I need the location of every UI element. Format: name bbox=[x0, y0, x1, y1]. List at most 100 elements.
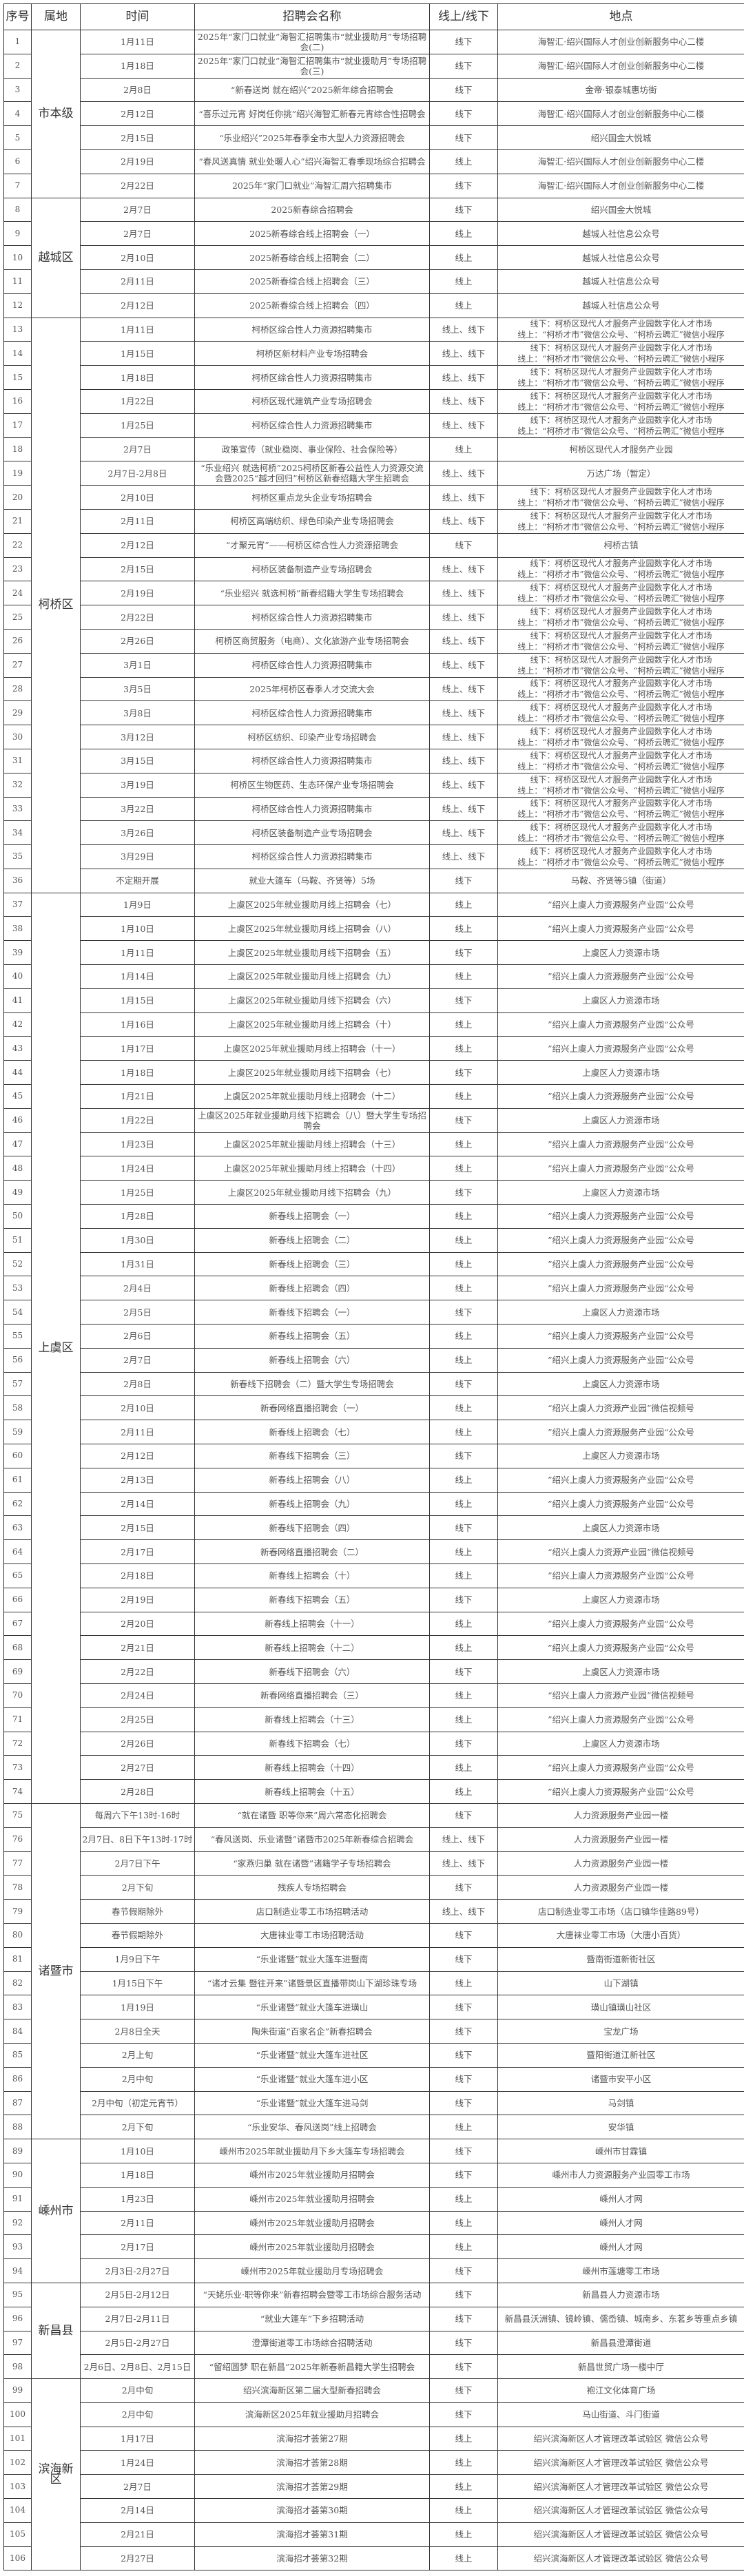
table-row: 103 2月7日 滨海招才荟第29期 线上 绍兴滨海新区人才管理改革试验区 微信公众号 bbox=[3, 2474, 744, 2500]
cell-mode: 线上 bbox=[429, 2498, 498, 2523]
header-region: 属地 bbox=[31, 3, 81, 30]
cell-time: 2月下旬 bbox=[80, 2115, 195, 2140]
header-event-name: 招聘会名称 bbox=[194, 3, 430, 30]
cell-location: 线下：柯桥区现代人才服务产业园数字化人才市场 线上：“柯桥才市”微信公众号、“柯… bbox=[497, 725, 744, 749]
cell-mode: 线下 bbox=[429, 940, 498, 966]
cell-event-name: “天姥乐业·职等你来”新春招聘会暨零工市场综合服务活动 bbox=[194, 2282, 430, 2307]
table-row: 94 2月3日-2月27日 嵊州市2025年就业援助月专场招聘会 线下 嵊州市莲塘零工市… bbox=[3, 2258, 744, 2283]
table-row: 58 2月10日 新春网络直播招聘会（一） 线上 “绍兴上虞人力资源产业园”微信视频号 bbox=[3, 1395, 744, 1421]
cell-event-name: 新春线上招聘会（六） bbox=[194, 1347, 430, 1373]
cell-time: 1月22日 bbox=[80, 1108, 195, 1133]
cell-mode: 线上 bbox=[429, 1132, 498, 1157]
cell-location: 金帝·银泰城惠坊街 bbox=[497, 77, 744, 103]
cell-mode: 线上 bbox=[429, 1683, 498, 1708]
table-row: 78 2月下旬 残疾人专场招聘会 线下 人力资源服务产业园一楼 bbox=[3, 1875, 744, 1900]
cell-time: 2月5日 bbox=[80, 1300, 195, 1325]
cell-location: 线下：柯桥区现代人才服务产业园数字化人才市场 线上：“柯桥才市”微信公众号、“柯… bbox=[497, 652, 744, 678]
cell-event-name: 新春线上招聘会（七） bbox=[194, 1420, 430, 1445]
cell-event-name: 新春网络直播招聘会（一） bbox=[194, 1395, 430, 1421]
cell-location: 线下：柯桥区现代人才服务产业园数字化人才市场 线上：“柯桥才市”微信公众号、“柯… bbox=[497, 605, 744, 630]
table-row: 86 2月中旬 “乐业诸暨”就业大篷车进小区 线下 诸暨市安平小区 bbox=[3, 2066, 744, 2092]
cell-event-name: 柯桥区综合性人力资源招聘集市 bbox=[194, 317, 430, 342]
cell-location: 海智汇·绍兴国际人才创业创新服务中心二楼 bbox=[497, 101, 744, 127]
cell-number: 57 bbox=[3, 1371, 32, 1397]
table-row: 72 2月26日 新春线下招聘会（七） 线下 上虞区人力资源市场 bbox=[3, 1731, 744, 1756]
cell-mode: 线下 bbox=[429, 2378, 498, 2403]
table-row: 99 滨海新区 2月中旬 绍兴滨海新区第二届大型新春招聘会 线下 袍江文化体育广场 bbox=[3, 2378, 744, 2571]
cell-mode: 线上 bbox=[429, 1324, 498, 1349]
cell-event-name: “留绍圆梦 职在新昌”2025年新春新昌籍大学生招聘会 bbox=[194, 2354, 430, 2380]
cell-location: 上虞区人力资源市场 bbox=[497, 1180, 744, 1205]
cell-location: 嵊州市人力资源服务产业园零工市场 bbox=[497, 2162, 744, 2188]
cell-event-name: 店口制造业零工市场招聘活动 bbox=[194, 1899, 430, 1924]
cell-time: 3月15日 bbox=[80, 748, 195, 773]
cell-location: 嵊州人才网 bbox=[497, 2234, 744, 2260]
cell-time: 3月19日 bbox=[80, 772, 195, 798]
cell-mode: 线上、线下 bbox=[429, 700, 498, 726]
cell-number: 96 bbox=[3, 2306, 32, 2331]
cell-number: 74 bbox=[3, 1779, 32, 1804]
cell-event-name: 柯桥区综合性人力资源招聘集市 bbox=[194, 365, 430, 390]
cell-time: 2月10日 bbox=[80, 245, 195, 270]
cell-mode: 线下 bbox=[429, 1371, 498, 1397]
cell-event-name: 上虞区2025年就业援助月线下招聘会（五） bbox=[194, 940, 430, 966]
cell-time: 2月19日 bbox=[80, 1587, 195, 1612]
cell-time: 2月22日 bbox=[80, 173, 195, 198]
cell-location: ”绍兴上虞人力资源服务产业园“公众号 bbox=[497, 1611, 744, 1637]
cell-location: 线下：柯桥区现代人才服务产业园数字化人才市场 线上：“柯桥才市”微信公众号、“柯… bbox=[497, 341, 744, 366]
cell-number: 15 bbox=[3, 365, 32, 390]
header-number: 序号 bbox=[3, 3, 32, 30]
table-row: 22 2月12日 “才聚元宵”——柯桥区综合性人力资源招聘会 线下 柯桥古镇 bbox=[3, 532, 744, 558]
cell-time: 1月15日下午 bbox=[80, 1971, 195, 1996]
cell-time: 1月18日 bbox=[80, 1060, 195, 1086]
cell-number: 53 bbox=[3, 1276, 32, 1301]
cell-time: 2月7日 bbox=[80, 2474, 195, 2500]
cell-number: 4 bbox=[3, 101, 32, 127]
table-row: 65 2月18日 新春线上招聘会（十） 线上 ”绍兴上虞人力资源服务产业园“公众号 bbox=[3, 1564, 744, 1588]
cell-location: 新昌世贸广场一楼中厅 bbox=[497, 2354, 744, 2380]
cell-location: ”绍兴上虞人力资源服务产业园“公众号 bbox=[497, 1707, 744, 1732]
table-row: 64 2月17日 新春网络直播招聘会（二） 线上 “绍兴上虞人力资源产业园”微信视频号 bbox=[3, 1539, 744, 1564]
cell-location: 海智汇·绍兴国际人才创业创新服务中心二楼 bbox=[497, 173, 744, 198]
cell-event-name: 柯桥区高端纺织、绿色印染产业专场招聘会 bbox=[194, 508, 430, 534]
cell-event-name: 新春线上招聘会（十三） bbox=[194, 1707, 430, 1732]
cell-event-name: 新春线上招聘会（五） bbox=[194, 1324, 430, 1349]
cell-time: 2月21日 bbox=[80, 2522, 195, 2547]
table-row: 60 2月12日 新春线下招聘会（三） 线下 上虞区人力资源市场 bbox=[3, 1444, 744, 1468]
table-row: 31 3月15日 柯桥区综合性人力资源招聘集市 线上、线下 线下：柯桥区现代人才服务产业… bbox=[3, 748, 744, 773]
table-row: 40 1月14日 上虞区2025年就业援助月线上招聘会（九） 线上 ”绍兴上虞人力资源服… bbox=[3, 964, 744, 989]
cell-mode: 线下 bbox=[429, 1803, 498, 1828]
cell-number: 7 bbox=[3, 173, 32, 198]
table-row: 2 1月18日 2025年“家门口就业”海智汇招聘集市“就业援助月”专场招聘会(三)… bbox=[3, 53, 744, 79]
cell-event-name: 柯桥区综合性人力资源招聘集市 bbox=[194, 413, 430, 438]
cell-time: 2月27日 bbox=[80, 1755, 195, 1780]
cell-time: 3月12日 bbox=[80, 725, 195, 749]
cell-mode: 线下 bbox=[429, 101, 498, 127]
cell-number: 45 bbox=[3, 1084, 32, 1109]
cell-mode: 线上、线下 bbox=[429, 508, 498, 534]
table-row: 59 2月11日 新春线上招聘会（七） 线上 ”绍兴上虞人力资源服务产业园“公众号 bbox=[3, 1420, 744, 1445]
cell-time: 1月28日 bbox=[80, 1204, 195, 1229]
cell-mode: 线下 bbox=[429, 988, 498, 1013]
cell-time: 不定期开展 bbox=[80, 868, 195, 893]
cell-time: 3月8日 bbox=[80, 700, 195, 726]
table-row: 66 2月19日 新春线下招聘会（五） 线下 上虞区人力资源市场 bbox=[3, 1587, 744, 1612]
cell-location: 大唐袜业零工市场（大唐小百货） bbox=[497, 1922, 744, 1948]
cell-number: 35 bbox=[3, 844, 32, 869]
cell-number: 86 bbox=[3, 2066, 32, 2092]
cell-location: 海智汇·绍兴国际人才创业创新服务中心二楼 bbox=[497, 30, 744, 54]
cell-time: 1月23日 bbox=[80, 2186, 195, 2212]
cell-location: ”绍兴上虞人力资源服务产业园“公众号 bbox=[497, 1467, 744, 1493]
table-row: 92 2月11日 嵊州市2025年就业援助月招聘会 线上 嵊州人才网 bbox=[3, 2210, 744, 2236]
cell-region: 诸暨市 bbox=[31, 1803, 81, 2140]
cell-time: 1月21日 bbox=[80, 1084, 195, 1109]
cell-time: 2月28日 bbox=[80, 1779, 195, 1804]
cell-location: 嵊州人才网 bbox=[497, 2210, 744, 2236]
cell-mode: 线上、线下 bbox=[429, 581, 498, 606]
cell-number: 91 bbox=[3, 2186, 32, 2212]
cell-mode: 线上 bbox=[429, 1611, 498, 1637]
cell-mode: 线上、线下 bbox=[429, 605, 498, 630]
cell-location: 暨南街道新街社区 bbox=[497, 1946, 744, 1972]
table-row: 26 2月26日 柯桥区商贸服务（电商）、文化旅游产业专场招聘会 线上、线下 线下：柯桥… bbox=[3, 628, 744, 654]
table-row: 55 2月6日 新春线上招聘会（五） 线上 ”绍兴上虞人力资源服务产业园“公众号 bbox=[3, 1324, 744, 1349]
